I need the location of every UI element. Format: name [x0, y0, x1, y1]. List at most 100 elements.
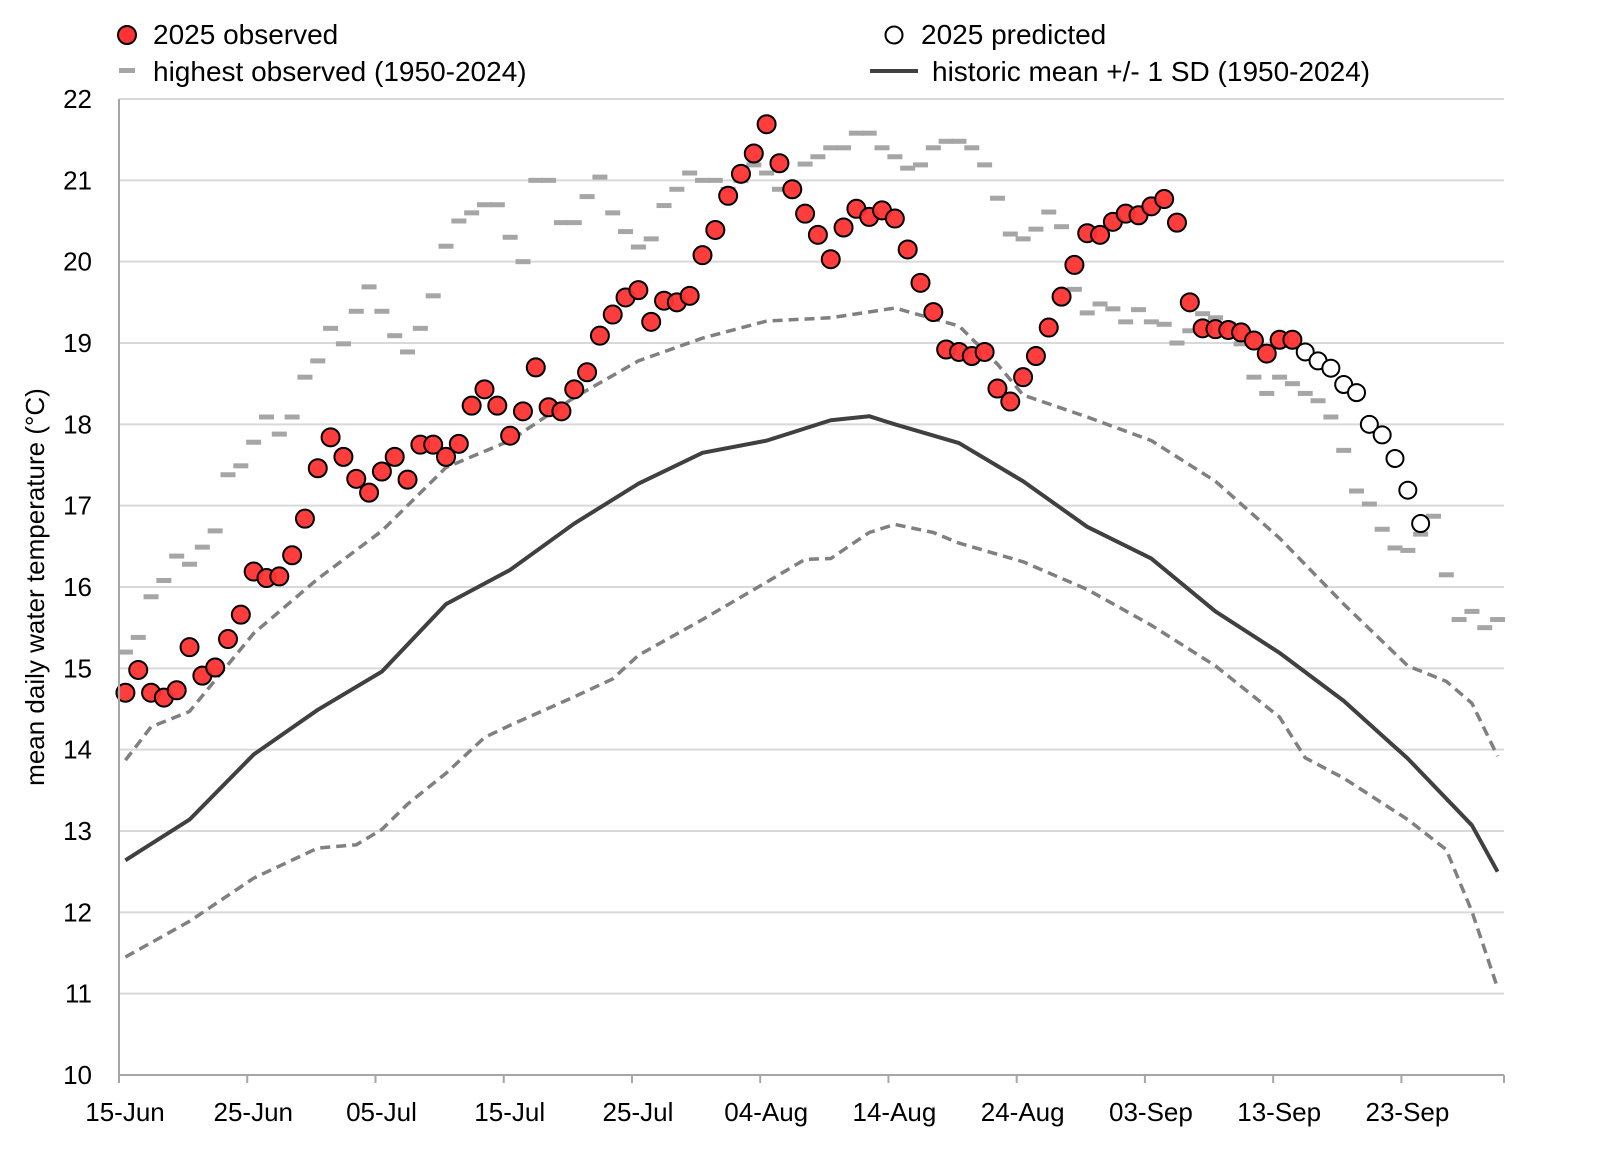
highest-observed-marker	[1105, 306, 1121, 312]
predicted-point	[1359, 414, 1379, 434]
observed-point	[820, 249, 841, 270]
observed-point	[1090, 224, 1111, 245]
highest-observed-marker	[1310, 398, 1326, 404]
y-tick-label: 19	[63, 328, 92, 358]
highest-observed-marker	[207, 528, 223, 534]
observed-point	[1166, 212, 1187, 233]
x-tick-label: 13-Sep	[1237, 1097, 1321, 1127]
highest-observed-marker	[964, 145, 980, 151]
x-tick-label: 24-Aug	[981, 1097, 1065, 1127]
observed-point	[743, 143, 764, 164]
observed-point	[166, 680, 187, 701]
x-tick-label: 15-Jul	[474, 1097, 545, 1127]
observed-point	[910, 272, 931, 293]
observed-point	[320, 427, 341, 448]
observed-point	[756, 114, 777, 135]
x-tick-label: 25-Jul	[603, 1097, 674, 1127]
x-tick-label: 15-Jun	[85, 1097, 165, 1127]
highest-observed-marker	[861, 130, 877, 136]
observed-point	[628, 280, 649, 301]
y-tick-labels: 10 11 12 13 14 15 16 17 18 19 20 21 22	[63, 84, 92, 1090]
highest-observed-marker	[182, 561, 198, 567]
observed-point	[602, 304, 623, 325]
observed-point	[423, 434, 444, 455]
highest-observed-marker	[1272, 374, 1288, 380]
y-tick-label: 14	[63, 735, 92, 765]
x-tick-label: 23-Sep	[1365, 1097, 1449, 1127]
highest-observed-marker	[425, 293, 441, 299]
highest-observed-marker	[1092, 301, 1108, 307]
observed-point	[269, 566, 290, 587]
sd-line	[124, 522, 1500, 989]
highest-observed-marker	[913, 162, 929, 168]
observed-point	[782, 179, 803, 200]
highest-observed-marker	[541, 177, 557, 183]
highest-observed-marker	[361, 284, 377, 290]
highest-observed-marker	[374, 308, 390, 314]
observed-point	[705, 219, 726, 240]
observed-point	[1243, 330, 1264, 351]
legend-highest-marker	[119, 68, 135, 73]
highest-observed-marker	[592, 174, 608, 180]
highest-observed-marker	[1054, 224, 1070, 230]
highest-observed-marker	[874, 145, 890, 151]
observed-point	[1256, 343, 1277, 364]
highest-observed-marker	[258, 414, 274, 420]
sd-line	[124, 306, 1500, 762]
highest-observed-marker	[989, 195, 1005, 201]
legend-predicted-marker	[884, 25, 904, 45]
observed-point	[1013, 367, 1034, 388]
x-tick-labels: 15-Jun 25-Jun 05-Jul 15-Jul 25-Jul 04-Aug 14-A…	[85, 1075, 1505, 1127]
observed-point	[987, 378, 1008, 399]
observed-point	[384, 446, 405, 467]
y-tick-label: 21	[63, 165, 92, 195]
predicted-point	[1295, 342, 1315, 362]
legend-item-mean: historic mean +/- 1 SD (1950-2024)	[870, 56, 1370, 87]
highest-observed-marker	[1118, 319, 1134, 325]
legend-mean-label: historic mean +/- 1 SD (1950-2024)	[932, 56, 1370, 87]
highest-observed-marker	[1041, 209, 1057, 215]
highest-observed-marker	[1233, 341, 1249, 347]
highest-observed-marker	[246, 439, 262, 445]
highest-observed-marker	[502, 234, 518, 240]
highest-observed-marker	[848, 130, 864, 136]
observed-point	[807, 224, 828, 245]
highest-observed-marker	[694, 177, 710, 183]
highest-observed-marker	[323, 325, 339, 331]
highest-observed-marker	[194, 544, 210, 550]
observed-point	[730, 163, 751, 184]
markers-layer	[115, 114, 1431, 708]
highest-observed-marker	[1297, 390, 1313, 396]
highest-observed-marker	[284, 414, 300, 420]
highest-observed-marker	[566, 220, 582, 226]
legend: 2025 observed highest observed (1950-202…	[117, 19, 1370, 87]
highest-observed-marker	[451, 218, 467, 224]
highest-observed-marker	[1349, 488, 1365, 494]
highest-observed-marker	[887, 154, 903, 160]
highest-observed-marker	[1182, 328, 1198, 334]
highest-observed-marker	[1143, 319, 1159, 325]
observed-point	[525, 357, 546, 378]
legend-item-observed: 2025 observed	[117, 19, 338, 50]
predicted-point	[1321, 358, 1341, 378]
highest-observed-marker	[1156, 321, 1172, 327]
highest-observed-marker	[1413, 531, 1429, 537]
legend-predicted-label: 2025 predicted	[921, 19, 1106, 50]
highest-observed-marker	[310, 358, 326, 364]
highest-observed-marker	[130, 634, 146, 640]
highest-observed-marker	[117, 649, 133, 655]
observed-point	[230, 604, 251, 625]
highest-observed-marker	[1169, 340, 1185, 346]
observed-point	[218, 629, 239, 650]
highest-observed-marker	[348, 308, 364, 314]
observed-point	[294, 508, 315, 529]
legend-item-highest: highest observed (1950-2024)	[119, 56, 527, 87]
observed-point	[577, 362, 598, 383]
y-axis-title: mean daily water temperature (°C)	[20, 388, 50, 786]
mean-line	[124, 414, 1500, 873]
highest-observed-marker	[1490, 617, 1506, 623]
observed-point	[436, 446, 457, 467]
observed-point	[1064, 254, 1085, 275]
observed-point	[333, 446, 354, 467]
